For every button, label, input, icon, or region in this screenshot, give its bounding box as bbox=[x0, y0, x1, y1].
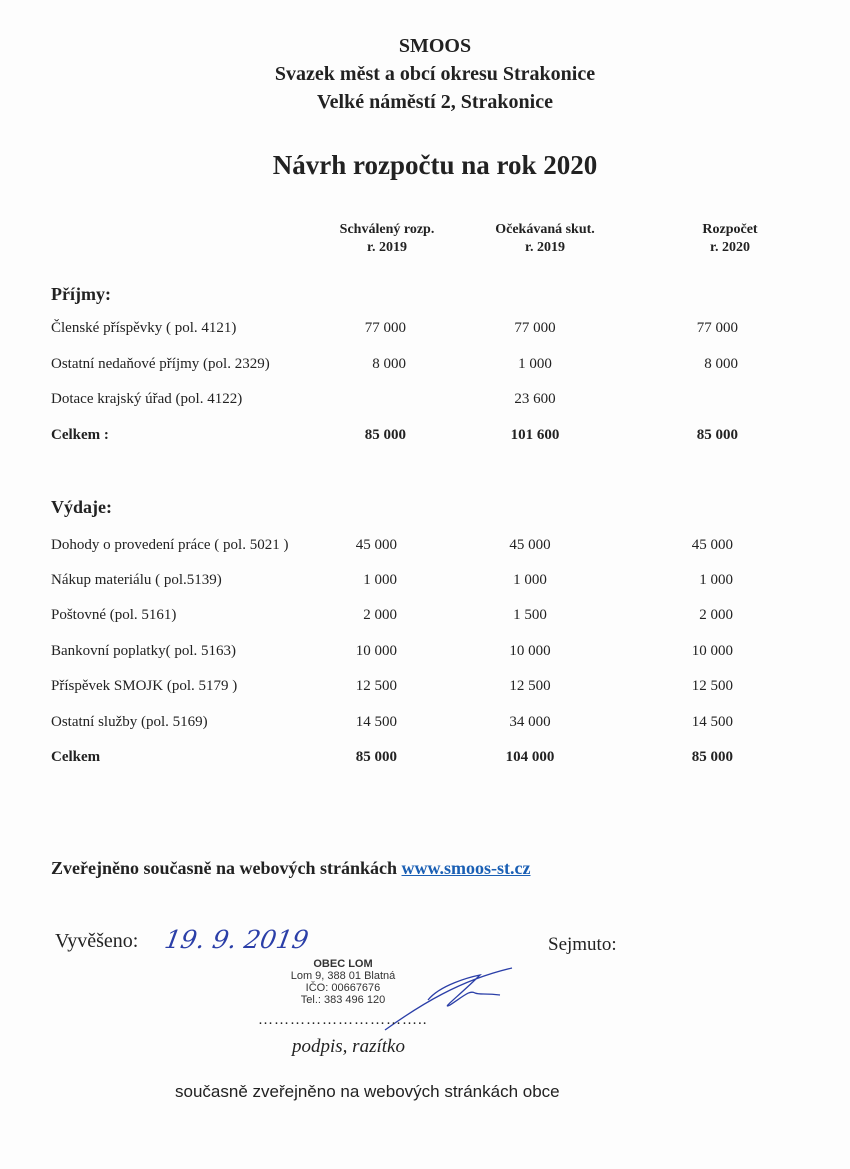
stamp-address: Lom 9, 388 01 Blatná bbox=[290, 970, 396, 982]
org-abbrev: SMOOS bbox=[398, 35, 472, 57]
row-value: 14 500 bbox=[691, 714, 733, 730]
stamp-ico: IČO: 00667676 bbox=[305, 982, 381, 994]
signature-dots: ………………………….. bbox=[258, 1012, 428, 1028]
total-value: 85 000 bbox=[355, 749, 397, 765]
total-value: 104 000 bbox=[505, 749, 555, 765]
row-label: Ostatní služby (pol. 5169) bbox=[51, 714, 208, 730]
row-value: 45 000 bbox=[355, 537, 397, 553]
row-value: 23 600 bbox=[514, 391, 556, 407]
row-label: Poštovné (pol. 5161) bbox=[51, 607, 177, 623]
total-value: 85 000 bbox=[696, 427, 738, 443]
published-text: Zveřejněno současně na webových stránkác… bbox=[51, 858, 398, 878]
removed-label: Sejmuto: bbox=[548, 934, 617, 955]
row-value: 2 000 bbox=[699, 607, 733, 623]
col-line1: Očekávaná skut. bbox=[495, 222, 595, 237]
org-address: Velké náměstí 2, Strakonice bbox=[317, 91, 553, 113]
row-value: 10 000 bbox=[691, 643, 733, 659]
row-label: Ostatní nedaňové příjmy (pol. 2329) bbox=[51, 356, 270, 372]
row-value: 1 000 bbox=[699, 572, 733, 588]
row-value: 77 000 bbox=[696, 320, 738, 336]
col-line1: Rozpočet bbox=[702, 222, 758, 237]
row-value: 1 500 bbox=[513, 607, 547, 623]
income-heading: Příjmy: bbox=[51, 284, 111, 304]
stamp-name: OBEC LOM bbox=[313, 958, 373, 970]
row-value: 1 000 bbox=[363, 572, 397, 588]
row-label: Dotace krajský úřad (pol. 4122) bbox=[51, 391, 243, 407]
column-header-approved-2019: Schválený rozp. r. 2019 bbox=[340, 221, 435, 257]
signature-icon bbox=[384, 967, 513, 1031]
row-value: 12 500 bbox=[355, 678, 397, 694]
column-header-budget-2020: Rozpočet r. 2020 bbox=[702, 221, 757, 257]
row-value: 12 500 bbox=[691, 678, 733, 694]
col-line2: r. 2020 bbox=[710, 240, 750, 255]
row-value: 8 000 bbox=[704, 356, 738, 372]
total-value: 85 000 bbox=[691, 749, 733, 765]
website-link[interactable]: www.smoos-st.cz bbox=[401, 858, 531, 878]
column-header-expected-2019: Očekávaná skut. r. 2019 bbox=[495, 221, 595, 257]
posted-date: 19. 9. 2019 bbox=[162, 925, 311, 954]
col-line2: r. 2019 bbox=[525, 240, 565, 255]
total-label: Celkem : bbox=[51, 427, 109, 443]
expenses-heading: Výdaje: bbox=[51, 497, 112, 517]
total-value: 101 600 bbox=[510, 427, 560, 443]
org-name: Svazek měst a obcí okresu Strakonice bbox=[274, 63, 596, 85]
signature-label: podpis, razítko bbox=[292, 1036, 405, 1057]
row-label: Nákup materiálu ( pol.5139) bbox=[51, 572, 222, 588]
row-value: 45 000 bbox=[509, 537, 551, 553]
row-label: Příspěvek SMOJK (pol. 5179 ) bbox=[51, 678, 238, 694]
row-value: 1 000 bbox=[518, 356, 552, 372]
row-value: 2 000 bbox=[363, 607, 397, 623]
row-value: 77 000 bbox=[514, 320, 556, 336]
row-value: 45 000 bbox=[691, 537, 733, 553]
published-note: Zveřejněno současně na webových stránkác… bbox=[51, 858, 531, 879]
footer-note: současně zveřejněno na webových stránkác… bbox=[175, 1082, 560, 1101]
row-label: Dohody o provedení práce ( pol. 5021 ) bbox=[51, 537, 289, 553]
row-value: 77 000 bbox=[364, 320, 406, 336]
stamp-tel: Tel.: 383 496 120 bbox=[300, 994, 386, 1006]
row-value: 8 000 bbox=[372, 356, 406, 372]
row-value: 14 500 bbox=[355, 714, 397, 730]
row-value: 10 000 bbox=[355, 643, 397, 659]
row-value: 10 000 bbox=[509, 643, 551, 659]
row-label: Členské příspěvky ( pol. 4121) bbox=[51, 320, 237, 336]
total-value: 85 000 bbox=[364, 427, 406, 443]
row-value: 1 000 bbox=[513, 572, 547, 588]
total-label: Celkem bbox=[51, 749, 101, 765]
col-line1: Schválený rozp. bbox=[339, 222, 435, 237]
row-label: Bankovní poplatky( pol. 5163) bbox=[51, 643, 236, 659]
stamp: OBEC LOM Lom 9, 388 01 Blatná IČO: 00667… bbox=[291, 958, 396, 1006]
col-line2: r. 2019 bbox=[367, 240, 407, 255]
posted-label: Vyvěšeno: bbox=[55, 930, 139, 952]
row-value: 12 500 bbox=[509, 678, 551, 694]
page-title: Návrh rozpočtu na rok 2020 bbox=[272, 150, 598, 180]
row-value: 34 000 bbox=[509, 714, 551, 730]
